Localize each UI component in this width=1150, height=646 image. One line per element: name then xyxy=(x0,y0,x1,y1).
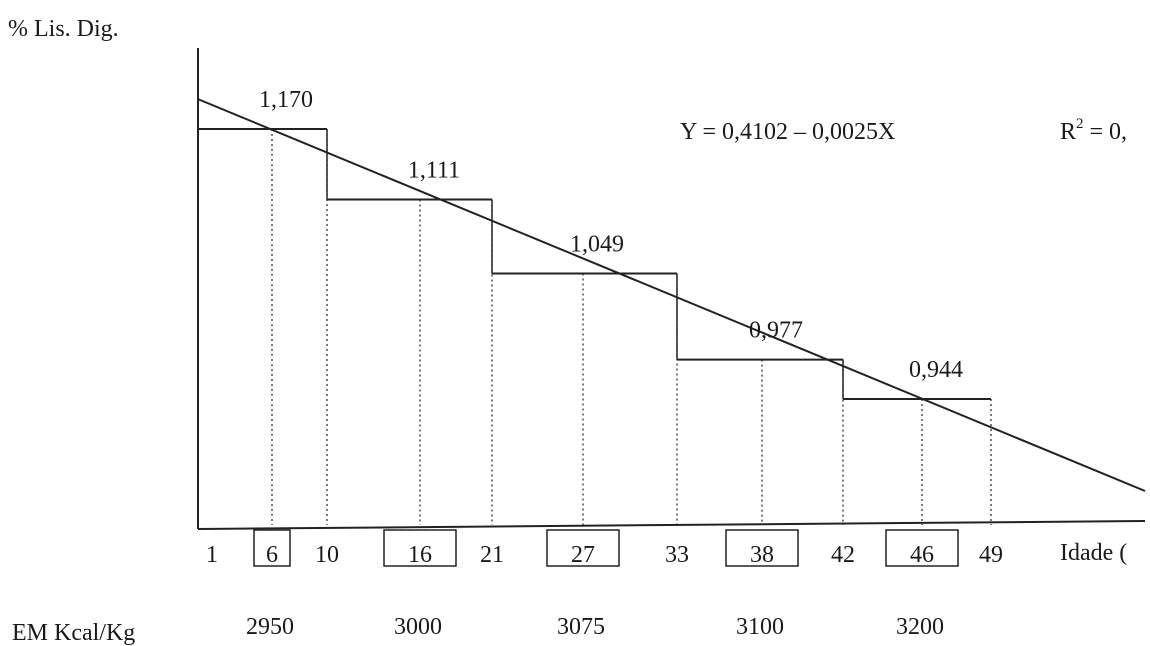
x-tick-box xyxy=(383,529,457,567)
x-tick-box xyxy=(725,529,799,567)
step-value-label: 0,944 xyxy=(909,357,963,383)
x-tick-label: 6 xyxy=(266,542,278,568)
regression-equation: Y = 0,4102 – 0,0025X xyxy=(680,119,895,145)
x-tick-label: 21 xyxy=(480,542,504,568)
x-tick-label: 33 xyxy=(665,542,689,568)
r-squared-exponent: 2 xyxy=(1076,116,1084,132)
em-value: 3000 xyxy=(394,614,442,640)
x-tick-box xyxy=(546,529,620,567)
step-value-label: 1,170 xyxy=(259,87,313,113)
x-tick-box xyxy=(253,529,291,567)
x-tick-label: 16 xyxy=(408,542,432,568)
regression-line xyxy=(197,98,1146,492)
em-value: 3200 xyxy=(896,614,944,640)
r-squared-symbol: R xyxy=(1060,119,1076,145)
em-values: 2950 3000 3075 3100 3200 xyxy=(246,614,944,640)
x-axis-line xyxy=(197,520,1146,530)
step-value-label: 0,977 xyxy=(749,318,803,344)
x-tick-label: 42 xyxy=(831,542,855,568)
axes xyxy=(197,48,1146,530)
regression-line-group xyxy=(197,98,1146,492)
x-tick-label: 38 xyxy=(750,542,774,568)
x-tick-labels: 1 6 10 16 21 27 33 38 42 46 49 xyxy=(206,529,1003,568)
drop-lines xyxy=(271,129,992,525)
em-value: 2950 xyxy=(246,614,294,640)
value-annotations: 1,170 1,111 1,049 0,977 0,944 xyxy=(259,87,963,383)
em-row-label: EM Kcal/Kg xyxy=(12,620,135,646)
x-tick-label: 46 xyxy=(910,542,934,568)
x-tick-label: 1 xyxy=(206,542,218,568)
x-tick-label: 27 xyxy=(571,542,595,568)
x-axis-label: Idade ( xyxy=(1060,540,1127,566)
r-squared-label: R2 = 0, xyxy=(1060,116,1127,145)
x-tick-label: 10 xyxy=(315,542,339,568)
step-value-label: 1,049 xyxy=(570,232,624,258)
x-tick-box xyxy=(885,529,959,567)
step-value-label: 1,111 xyxy=(408,157,460,183)
x-tick-label: 49 xyxy=(979,542,1003,568)
em-value: 3100 xyxy=(736,614,784,640)
y-axis-label: % Lis. Dig. xyxy=(8,16,119,42)
em-value: 3075 xyxy=(557,614,605,640)
r-squared-value: = 0, xyxy=(1084,119,1128,145)
